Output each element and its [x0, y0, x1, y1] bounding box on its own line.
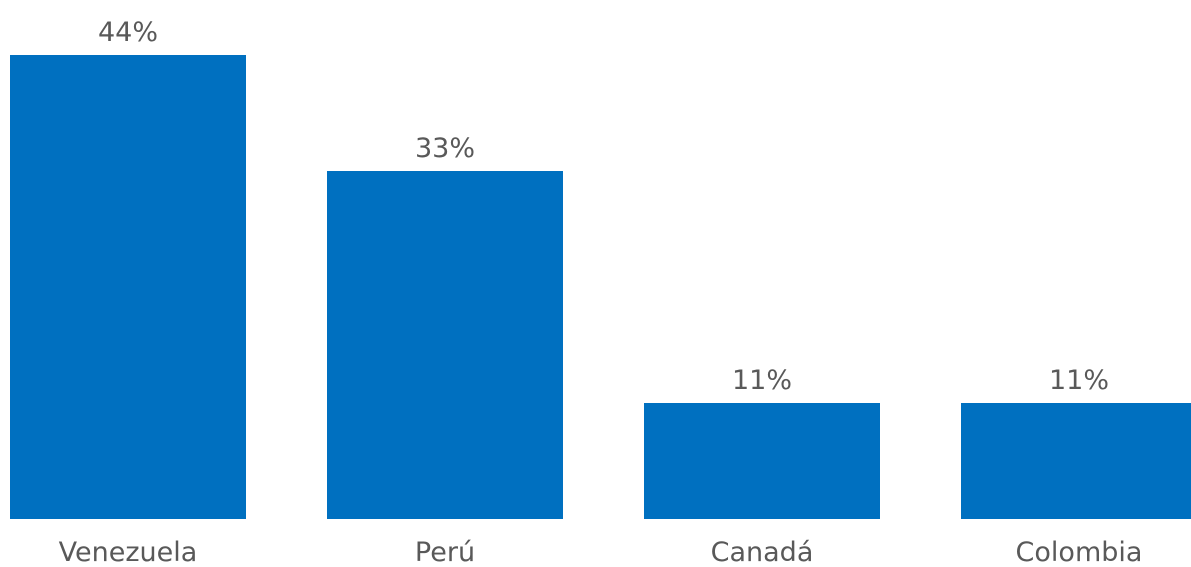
category-label-3: Canadá: [711, 537, 814, 567]
bar-3: [644, 403, 880, 519]
category-label-1: Venezuela: [59, 537, 198, 567]
value-label-4: 11%: [1049, 365, 1109, 396]
bars-group: [10, 55, 1191, 519]
bar-1: [10, 55, 246, 519]
bar-2: [327, 171, 563, 519]
bar-4: [961, 403, 1191, 519]
value-labels-group: 44% 33% 11% 11%: [98, 17, 1109, 396]
category-label-2: Perú: [415, 537, 475, 567]
category-label-4: Colombia: [1016, 537, 1143, 567]
value-label-1: 44%: [98, 17, 158, 48]
value-label-3: 11%: [732, 365, 792, 396]
category-labels-group: Venezuela Perú Canadá Colombia: [59, 537, 1143, 567]
value-label-2: 33%: [415, 133, 475, 164]
